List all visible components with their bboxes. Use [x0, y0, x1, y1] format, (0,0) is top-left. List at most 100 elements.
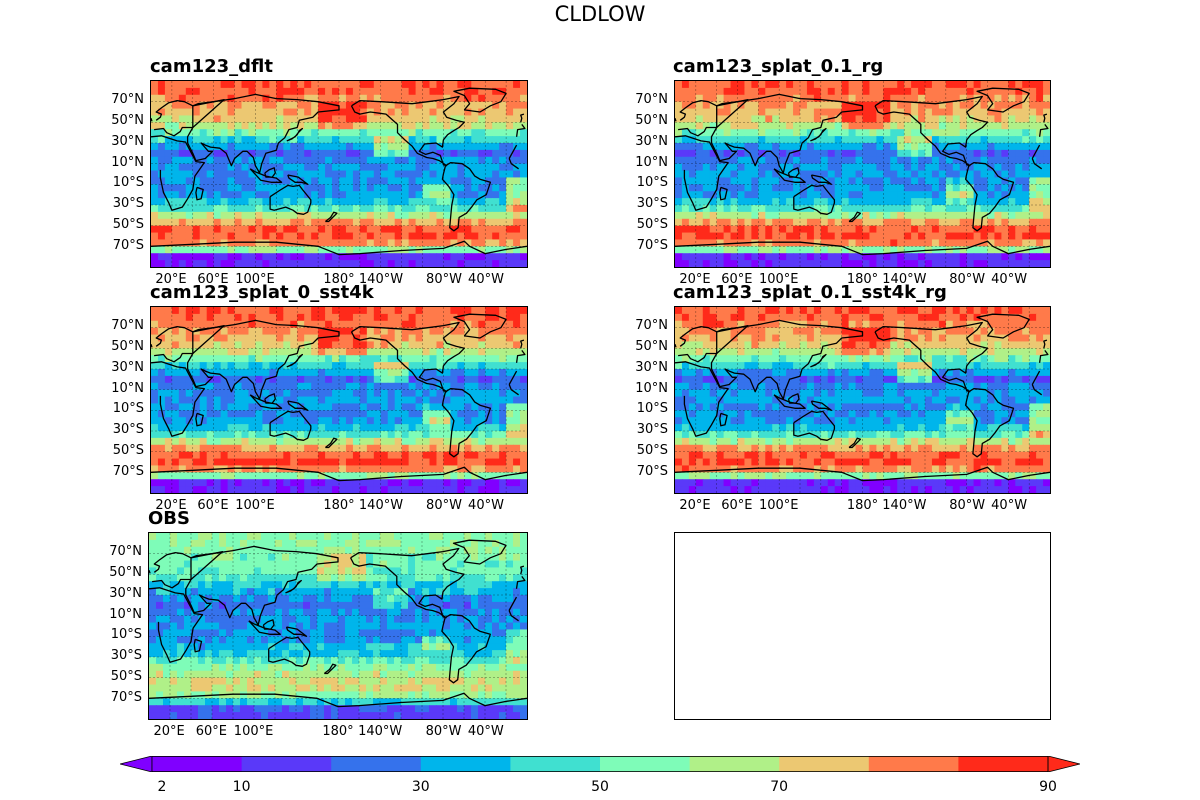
field-cell [855, 225, 864, 234]
field-cell [192, 465, 201, 473]
field-cell [485, 239, 493, 247]
field-cell [758, 246, 766, 254]
field-cell [827, 81, 836, 89]
field-cell [485, 108, 493, 117]
australia-outline [269, 410, 312, 441]
field-cell [450, 129, 458, 137]
field-cell [492, 382, 500, 391]
field-cell [695, 87, 704, 96]
field-cell [779, 81, 787, 89]
field-cell [945, 122, 954, 130]
field-cell [813, 334, 822, 343]
field-cell [213, 143, 222, 151]
field-cell [1008, 307, 1016, 315]
field-cell [457, 334, 465, 343]
field-cell [380, 87, 389, 96]
field-cell [394, 94, 403, 103]
field-cell [157, 232, 166, 241]
field-cell [716, 246, 725, 254]
field-cell [199, 205, 208, 213]
field-cell [373, 246, 382, 254]
field-cell [171, 129, 180, 137]
field-cell [959, 307, 968, 315]
field-cell [339, 184, 347, 192]
field-cell [478, 184, 486, 192]
field-cell [171, 389, 180, 398]
field-cell [758, 115, 766, 123]
field-cell [471, 444, 479, 453]
field-cell [925, 177, 933, 185]
field-cell [290, 355, 298, 363]
field-cell [387, 129, 396, 137]
field-cell [492, 369, 500, 377]
field-cell [695, 232, 704, 241]
field-cell [716, 260, 725, 267]
field-cell [973, 198, 982, 206]
field-cell [492, 486, 500, 493]
field-cell [1043, 341, 1050, 349]
field-cell [255, 451, 263, 460]
field-cell [213, 115, 222, 123]
field-cell [841, 246, 850, 254]
field-cell [443, 465, 451, 473]
field-cell [394, 191, 403, 199]
field-cell [199, 211, 208, 220]
field-cell [980, 87, 989, 96]
field-cell [151, 375, 159, 384]
field-cell [897, 149, 905, 158]
field-cell [220, 410, 229, 418]
field-cell [973, 355, 982, 363]
field-cell [178, 253, 187, 261]
field-cell [813, 225, 822, 234]
field-cell [325, 149, 333, 158]
field-cell [408, 129, 417, 137]
field-cell [304, 191, 312, 199]
field-cell [352, 184, 361, 192]
field-cell [1001, 320, 1009, 329]
map-svg [151, 81, 527, 267]
field-cell [276, 184, 284, 192]
field-cell [227, 218, 236, 227]
field-cell [171, 410, 180, 418]
field-cell [408, 362, 417, 370]
field-cell [380, 396, 389, 405]
field-cell [373, 403, 382, 411]
field-cell [744, 136, 752, 144]
field-cell [276, 232, 284, 241]
field-cell [520, 313, 527, 322]
field-cell [499, 327, 507, 336]
field-cell [709, 232, 718, 241]
field-cell [339, 410, 347, 418]
field-cell [1001, 94, 1009, 103]
field-cell [973, 239, 982, 247]
field-cell [492, 451, 500, 460]
field-cell [213, 184, 222, 192]
field-cell [436, 396, 445, 405]
field-cell [164, 218, 173, 227]
field-cell [408, 218, 417, 227]
field-cell [952, 136, 961, 144]
field-cell [220, 253, 229, 261]
new-zealand-outline [324, 211, 338, 223]
field-cell [675, 198, 683, 206]
field-cell [862, 253, 871, 261]
field-cell [436, 170, 445, 179]
field-cell [318, 348, 326, 356]
field-cell [192, 320, 201, 329]
field-cell [827, 191, 836, 199]
field-cell [241, 437, 250, 446]
field-cell [325, 218, 333, 227]
field-cell [723, 108, 732, 117]
field-cell [980, 334, 989, 343]
field-cell [931, 341, 940, 349]
field-cell [366, 479, 375, 487]
field-cell [262, 129, 270, 137]
field-cell [352, 362, 361, 370]
field-cell [786, 198, 794, 206]
field-cell [457, 129, 465, 137]
field-cell [366, 307, 375, 315]
field-cell [1008, 170, 1016, 179]
field-cell [318, 369, 326, 377]
field-cell [283, 451, 291, 460]
field-cell [806, 149, 815, 158]
